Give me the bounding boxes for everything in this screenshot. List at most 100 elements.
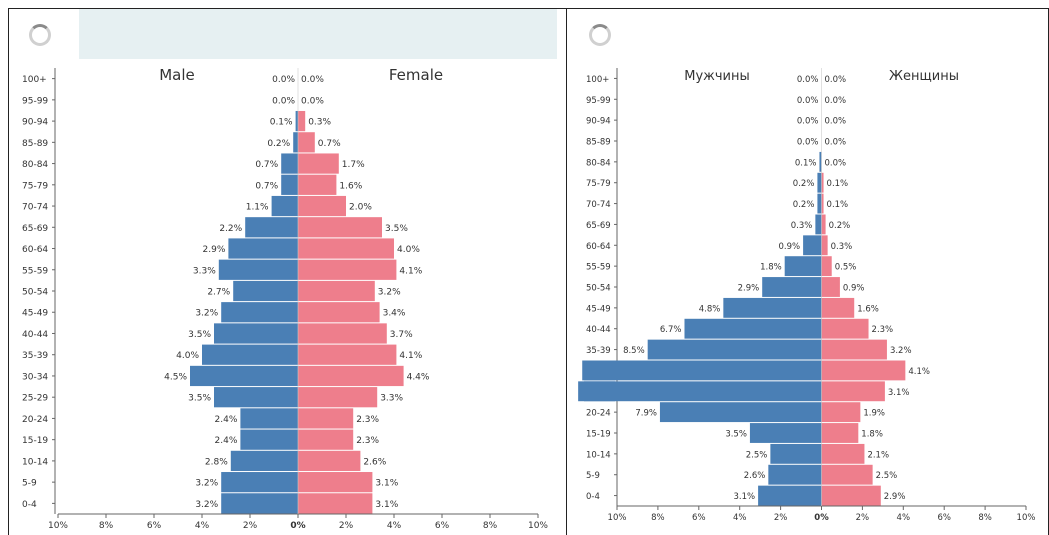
female-value-label: 0.2%: [829, 221, 851, 231]
male-value-label: 2.9%: [738, 284, 760, 294]
x-tick-label: 4%: [195, 521, 210, 531]
chart1-female-bar-65-69: [821, 214, 826, 235]
female-value-label: 4.1%: [399, 266, 422, 276]
y-tick-label-80-84: 80-84: [586, 158, 611, 168]
female-value-label: 1.6%: [339, 181, 362, 191]
female-value-label: 3.1%: [888, 388, 910, 398]
male-value-label: 1.8%: [760, 263, 782, 273]
male-value-label: 4.5%: [164, 372, 187, 382]
male-value-label: 8.5%: [623, 346, 645, 356]
chart1-male-bar-75-79: [817, 172, 822, 193]
chart0-male-bar-35-39: [202, 344, 298, 365]
x-tick-label: 10%: [48, 521, 68, 531]
female-value-label: 0.7%: [318, 139, 341, 149]
female-value-label: 0.0%: [301, 96, 324, 106]
chart0-female-bar-60-64: [298, 238, 394, 259]
chart1-female-bar-45-49: [821, 297, 855, 318]
y-tick-label-75-79: 75-79: [586, 179, 611, 189]
y-tick-label-95-99: 95-99: [586, 96, 611, 106]
x-tick-label: 4%: [387, 521, 402, 531]
female-value-label: 0.5%: [835, 263, 857, 273]
x-tick-label: 2%: [856, 513, 870, 523]
chart0-male-bar-25-29: [214, 387, 298, 408]
loading-spinner-icon: [589, 24, 611, 46]
male-value-label: 2.9%: [203, 245, 226, 255]
chart0-male-bar-90-94: [295, 110, 298, 132]
female-value-label: 4.0%: [397, 245, 420, 255]
y-tick-label-0-4: 0-4: [22, 500, 37, 510]
x-tick-label: 2%: [774, 513, 788, 523]
y-tick-label-5-9: 5-9: [586, 471, 600, 481]
y-tick-label-20-24: 20-24: [22, 415, 48, 425]
female-value-label: 0.0%: [825, 158, 847, 168]
chart0-female-bar-10-14: [298, 450, 361, 472]
chart1-female-bar-0-4: [821, 485, 881, 506]
female-value-label: 0.1%: [827, 200, 849, 210]
male-value-label: 0.3%: [791, 221, 813, 231]
chart1-male-bar-5-9: [768, 464, 822, 485]
female-value-label: 0.0%: [825, 138, 847, 148]
x-tick-label: 10%: [608, 513, 627, 523]
chart0-female-bar-65-69: [298, 217, 382, 238]
female-value-label: 2.9%: [884, 492, 906, 502]
y-tick-label-30-34: 30-34: [22, 372, 48, 382]
chart0-male-bar-50-54: [233, 280, 298, 302]
x-tick-label: 8%: [978, 513, 992, 523]
female-value-label: 1.7%: [342, 160, 365, 170]
male-value-label: 3.2%: [195, 479, 218, 489]
female-value-label: 3.1%: [375, 479, 398, 489]
female-value-label: 3.4%: [383, 309, 406, 319]
male-value-label: 0.9%: [778, 242, 800, 252]
y-tick-label-50-54: 50-54: [586, 284, 611, 294]
x-tick-label: 8%: [99, 521, 114, 531]
y-tick-label-45-49: 45-49: [22, 309, 48, 319]
chart1-male-bar-10-14: [770, 443, 822, 464]
legend-female-label: Female: [389, 66, 443, 84]
y-tick-label-70-74: 70-74: [586, 200, 611, 210]
chart1-male-bar-40-44: [684, 318, 822, 339]
chart1-female-bar-30-34: [821, 360, 906, 381]
female-value-label: 1.9%: [863, 409, 885, 419]
chart0-male-bar-65-69: [245, 217, 298, 238]
chart1-male-bar-70-74: [817, 193, 822, 214]
female-value-label: 3.2%: [890, 346, 912, 356]
x-tick-label: 6%: [147, 521, 162, 531]
chart1-male-bar-80-84: [819, 151, 822, 172]
chart1-female-bar-20-24: [821, 402, 861, 423]
y-tick-label-90-94: 90-94: [22, 118, 48, 128]
chart0-female-bar-40-44: [298, 323, 387, 344]
y-tick-label-65-69: 65-69: [586, 221, 611, 231]
chart1-male-bar-60-64: [803, 235, 822, 256]
male-value-label: 0.7%: [255, 160, 278, 170]
female-value-label: 0.9%: [843, 284, 865, 294]
chart0-female-bar-0-4: [298, 493, 373, 514]
female-value-label: 0.0%: [825, 117, 847, 127]
female-value-label: 2.0%: [349, 203, 372, 213]
male-value-label: 2.8%: [205, 457, 228, 467]
y-tick-label-45-49: 45-49: [586, 304, 611, 314]
chart0-male-bar-75-79: [281, 174, 298, 195]
chart1-female-bar-25-29: [821, 381, 885, 402]
chart0-female-bar-55-59: [298, 259, 397, 280]
male-value-label: 2.6%: [744, 471, 766, 481]
x-tick-label: 6%: [937, 513, 951, 523]
population-pyramid-chart: 100+ 0.0% 0.0% 95-99 0.0% 0.0% 90-94 0.1% 0.3% 85…: [22, 66, 548, 531]
chart1-male-bar-35-39: [647, 339, 822, 360]
x-tick-label: 10%: [528, 521, 548, 531]
female-value-label: 3.2%: [378, 288, 401, 298]
x-tick-label: 10%: [1017, 513, 1036, 523]
chart0-male-bar-30-34: [190, 365, 298, 387]
male-value-label: 3.5%: [188, 394, 211, 404]
chart0-male-bar-15-19: [240, 429, 298, 450]
female-value-label: 2.3%: [356, 415, 379, 425]
male-value-label: 0.0%: [797, 96, 819, 106]
female-value-label: 4.1%: [908, 367, 930, 377]
male-value-label: 0.2%: [267, 139, 290, 149]
y-tick-label-75-79: 75-79: [22, 181, 48, 191]
y-tick-label-60-64: 60-64: [586, 242, 611, 252]
female-value-label: 4.1%: [399, 351, 422, 361]
y-tick-label-60-64: 60-64: [22, 245, 48, 255]
male-value-label: 3.5%: [725, 430, 747, 440]
header-band: [79, 9, 557, 59]
female-value-label: 1.6%: [857, 304, 879, 314]
